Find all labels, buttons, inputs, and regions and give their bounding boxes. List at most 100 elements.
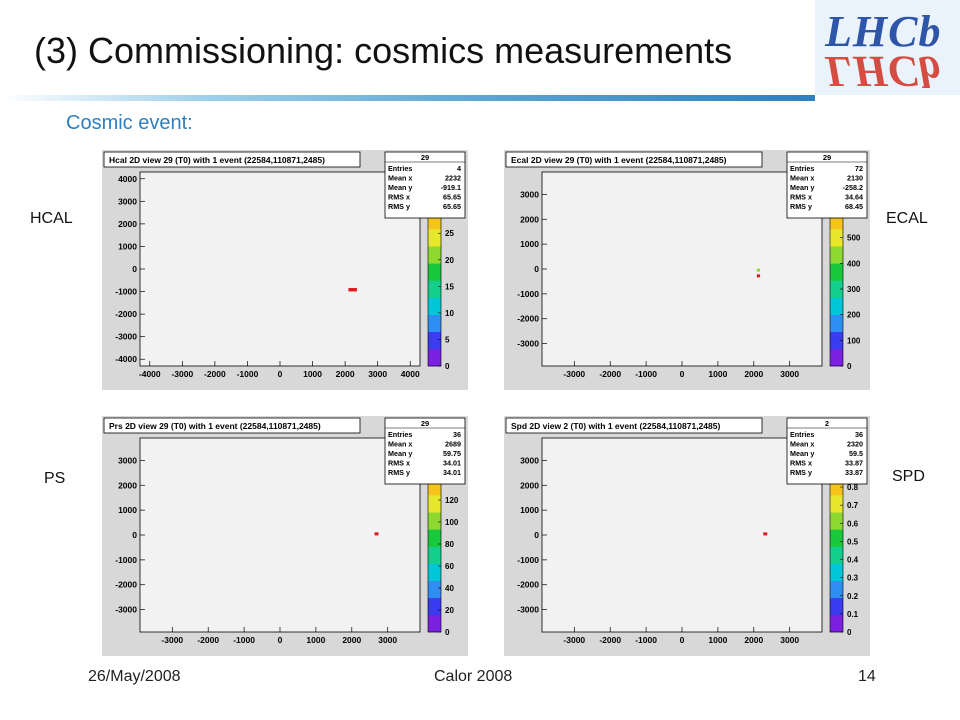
y-tick-label: 3000	[118, 455, 137, 465]
y-tick-label: -1000	[115, 287, 137, 297]
y-tick-label: -3000	[115, 332, 137, 342]
chart-ecal: Ecal 2D view 29 (T0) with 1 event (22584…	[505, 151, 868, 379]
stats-value: 59.5	[849, 449, 863, 458]
y-tick-label: 0	[534, 264, 539, 274]
colorbar-tick-label: 100	[445, 518, 459, 527]
colorbar-tick-label: 20	[445, 606, 454, 615]
footer-page-number: 14	[858, 668, 876, 685]
chart-panel-hcal: Hcal 2D view 29 (T0) with 1 event (22584…	[102, 150, 468, 390]
x-tick-label: -1000	[635, 369, 657, 379]
plot-area	[139, 437, 421, 633]
x-tick-label: 2000	[744, 635, 763, 645]
y-tick-label: 3000	[520, 455, 539, 465]
y-tick-label: 2000	[118, 219, 137, 229]
x-tick-label: -3000	[563, 369, 585, 379]
stats-value: 72	[855, 164, 863, 173]
slide-subtitle: Cosmic event:	[66, 112, 193, 134]
stats-value: 34.64	[845, 193, 863, 202]
colorbar-segment	[830, 314, 843, 333]
hit-point	[348, 288, 357, 292]
x-tick-label: -3000	[171, 369, 193, 379]
x-tick-label: -2000	[599, 369, 621, 379]
y-tick-label: 1000	[520, 505, 539, 515]
chart-ps: Prs 2D view 29 (T0) with 1 event (22584,…	[103, 417, 466, 645]
stats-label: Mean y	[790, 183, 814, 192]
stats-value: -258.2	[843, 183, 863, 192]
colorbar-segment	[428, 529, 441, 547]
y-tick-label: 3000	[520, 189, 539, 199]
y-tick-label: -2000	[115, 580, 137, 590]
stats-label: Mean x	[790, 440, 814, 449]
x-tick-label: -1000	[635, 635, 657, 645]
colorbar-tick-label: 60	[445, 562, 454, 571]
stats-label: RMS y	[790, 468, 812, 477]
stats-label: RMS x	[790, 459, 812, 468]
stats-value: 2689	[445, 440, 461, 449]
stats-value: 34.01	[443, 468, 461, 477]
plot-area	[541, 437, 823, 633]
y-tick-label: -3000	[517, 339, 539, 349]
colorbar-tick-label: 0.5	[847, 537, 859, 546]
colorbar-segment	[830, 263, 843, 281]
colorbar-tick-label: 0.8	[847, 483, 859, 492]
x-tick-label: 0	[278, 369, 283, 379]
colorbar-segment	[830, 495, 843, 513]
stats-box	[786, 151, 868, 219]
colorbar-tick-label: 80	[445, 540, 454, 549]
colorbar-segment	[428, 314, 441, 333]
colorbar-tick-label: 0	[847, 628, 852, 637]
label-ps: PS	[44, 470, 66, 487]
y-tick-label: -1000	[517, 289, 539, 299]
colorbar-tick-label: 10	[445, 309, 454, 318]
y-tick-label: -2000	[517, 580, 539, 590]
x-tick-label: 2000	[744, 369, 763, 379]
x-tick-label: -2000	[197, 635, 219, 645]
plot-area	[541, 171, 823, 367]
slide-title: (3) Commissioning: cosmics measurements	[34, 30, 733, 71]
colorbar-tick-label: 0	[445, 362, 450, 371]
hit-point	[374, 532, 379, 536]
colorbar-tick-label: 300	[847, 285, 861, 294]
x-tick-label: 2000	[336, 369, 355, 379]
chart-title: Hcal 2D view 29 (T0) with 1 event (22584…	[109, 155, 325, 165]
colorbar-segment	[428, 512, 441, 530]
colorbar-tick-label: 0.2	[847, 592, 859, 601]
colorbar-tick-label: 400	[847, 259, 861, 268]
y-tick-label: -2000	[517, 314, 539, 324]
colorbar-segment	[830, 546, 843, 564]
colorbar-segment	[428, 563, 441, 581]
colorbar-segment	[830, 348, 843, 367]
stats-box	[384, 151, 466, 219]
stats-name: 29	[823, 153, 831, 162]
y-tick-label: 4000	[118, 174, 137, 184]
colorbar-tick-label: 20	[445, 256, 454, 265]
y-tick-label: -3000	[517, 605, 539, 615]
chart-panel-spd: Spd 2D view 2 (T0) with 1 event (22584,1…	[504, 416, 870, 656]
colorbar-segment	[428, 495, 441, 513]
colorbar-tick-label: 15	[445, 282, 454, 291]
colorbar-segment	[830, 563, 843, 581]
plot-area	[139, 171, 421, 367]
x-tick-label: 1000	[306, 635, 325, 645]
chart-title-box	[103, 417, 361, 434]
stats-label: Mean y	[388, 449, 412, 458]
colorbar-segment	[428, 546, 441, 564]
stats-label: Entries	[388, 164, 412, 173]
chart-title: Ecal 2D view 29 (T0) with 1 event (22584…	[511, 155, 727, 165]
chart-hcal: Hcal 2D view 29 (T0) with 1 event (22584…	[103, 151, 466, 379]
chart-title: Spd 2D view 2 (T0) with 1 event (22584,1…	[511, 421, 720, 431]
y-tick-label: 0	[132, 530, 137, 540]
lhcb-logo: LHCb LHCb	[815, 0, 960, 95]
hit-point	[756, 268, 761, 272]
chart-title-box	[103, 151, 361, 168]
y-tick-label: 2000	[118, 480, 137, 490]
hit-point	[756, 274, 761, 278]
colorbar-tick-label: 100	[847, 336, 861, 345]
chart-title-box	[505, 417, 763, 434]
stats-name: 29	[421, 153, 429, 162]
chart-title: Prs 2D view 29 (T0) with 1 event (22584,…	[109, 421, 321, 431]
stats-value: 33.87	[845, 468, 863, 477]
y-tick-label: 3000	[118, 196, 137, 206]
x-tick-label: 0	[680, 635, 685, 645]
x-tick-label: 1000	[303, 369, 322, 379]
